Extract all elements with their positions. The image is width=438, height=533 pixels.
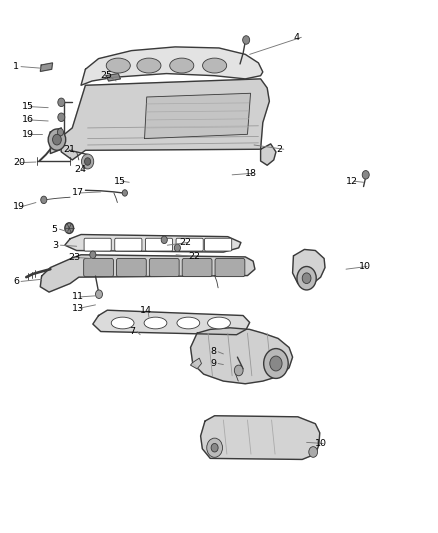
Ellipse shape [208,317,230,329]
FancyBboxPatch shape [117,259,146,277]
Circle shape [362,171,369,179]
Circle shape [57,128,64,136]
Text: 10: 10 [359,262,371,271]
Circle shape [90,251,96,259]
Polygon shape [40,63,53,71]
FancyBboxPatch shape [176,238,203,251]
Circle shape [65,223,74,233]
Ellipse shape [202,58,227,73]
Circle shape [243,36,250,44]
Circle shape [211,443,218,452]
FancyBboxPatch shape [215,259,245,277]
FancyBboxPatch shape [182,259,212,277]
Polygon shape [93,310,250,335]
Polygon shape [59,79,269,160]
FancyBboxPatch shape [149,259,179,277]
Text: 3: 3 [53,241,59,249]
Text: 18: 18 [245,169,257,177]
Text: 15: 15 [22,102,34,111]
Circle shape [297,266,316,290]
Ellipse shape [177,317,200,329]
Text: 5: 5 [52,225,58,233]
Circle shape [95,290,102,298]
FancyBboxPatch shape [145,238,173,251]
Polygon shape [106,74,120,81]
FancyBboxPatch shape [84,238,111,251]
Text: 14: 14 [140,306,152,314]
Text: 2: 2 [276,145,282,154]
FancyBboxPatch shape [205,238,232,251]
Text: 11: 11 [72,293,84,301]
Circle shape [122,190,127,196]
Text: 20: 20 [13,158,25,167]
Circle shape [309,447,318,457]
FancyBboxPatch shape [115,238,142,251]
Polygon shape [145,93,251,139]
Ellipse shape [170,58,194,73]
Circle shape [41,196,47,204]
Text: 10: 10 [315,439,327,448]
Text: 21: 21 [64,145,75,154]
Polygon shape [81,47,263,85]
Ellipse shape [137,58,161,73]
Circle shape [85,158,91,165]
Circle shape [58,113,65,122]
Text: 6: 6 [13,277,19,286]
Polygon shape [201,416,320,459]
Text: 13: 13 [72,304,85,312]
Circle shape [81,154,94,169]
Text: 22: 22 [180,238,191,247]
Circle shape [48,129,66,150]
Text: 25: 25 [101,71,113,80]
Text: 9: 9 [210,359,216,368]
Circle shape [302,273,311,284]
Text: 1: 1 [13,62,19,71]
Text: 4: 4 [293,33,300,42]
Text: 19: 19 [13,203,25,211]
Polygon shape [65,235,241,252]
FancyBboxPatch shape [84,259,113,277]
Text: 19: 19 [22,130,34,139]
Text: 23: 23 [68,253,80,262]
Circle shape [234,365,243,376]
Text: 16: 16 [22,116,34,124]
Polygon shape [191,358,201,369]
Text: 8: 8 [210,348,216,356]
Polygon shape [50,128,61,154]
Ellipse shape [111,317,134,329]
Polygon shape [191,328,293,384]
Text: 15: 15 [114,177,126,185]
Circle shape [174,244,180,252]
Text: 7: 7 [129,327,135,336]
Polygon shape [293,249,325,287]
Circle shape [207,438,223,457]
Ellipse shape [106,58,131,73]
Text: 12: 12 [346,177,358,185]
Polygon shape [40,255,255,292]
Text: 24: 24 [74,165,86,174]
Circle shape [270,356,282,371]
Circle shape [264,349,288,378]
Text: 17: 17 [72,189,84,197]
Circle shape [58,98,65,107]
Text: 22: 22 [188,253,200,261]
Polygon shape [261,144,276,165]
Ellipse shape [144,317,167,329]
Circle shape [161,236,167,244]
Circle shape [53,134,61,145]
